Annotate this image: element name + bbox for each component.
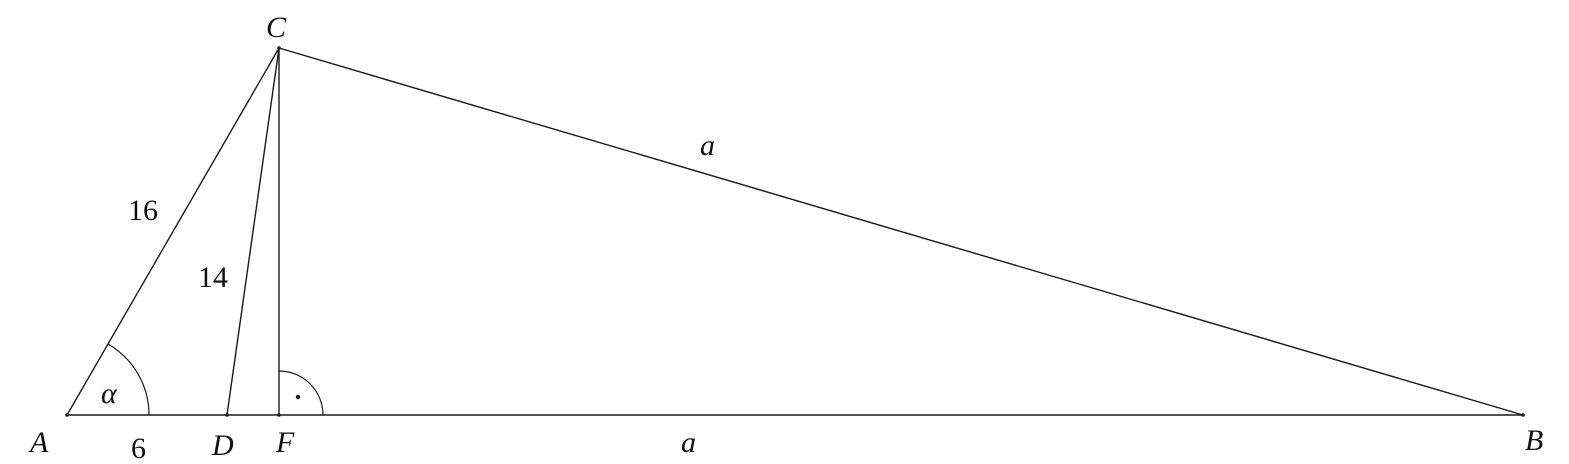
label-point-D: D (211, 429, 234, 462)
point-A-marker (65, 413, 69, 417)
label-length-CD: 14 (198, 261, 228, 294)
point-C-marker (277, 46, 281, 50)
label-point-F: F (275, 426, 295, 459)
label-point-A: A (28, 426, 49, 459)
point-F-marker (277, 413, 281, 417)
right-angle-dot (295, 394, 301, 400)
label-length-FB: a (681, 426, 696, 459)
point-B-marker (1521, 413, 1525, 417)
segment-CD (226, 47, 280, 416)
point-D-marker (225, 413, 229, 417)
label-angle-alpha: α (101, 377, 118, 410)
label-point-B: B (1525, 424, 1543, 457)
label-point-C: C (266, 11, 287, 44)
segment-AC (66, 47, 280, 416)
angle-alpha-arc (107, 343, 150, 416)
segment-CB (278, 47, 1524, 416)
label-length-AC: 16 (128, 194, 158, 227)
label-length-AD: 6 (131, 432, 146, 464)
right-angle-arc (278, 370, 324, 416)
label-length-CB: a (700, 129, 715, 162)
